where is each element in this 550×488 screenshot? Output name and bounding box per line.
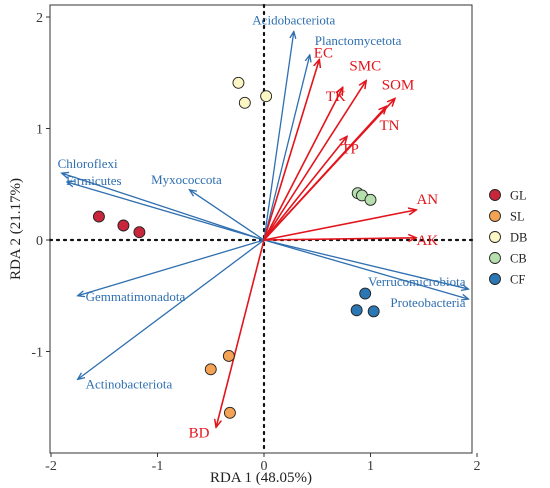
- env-arrow-tn: [263, 106, 386, 241]
- species-label-acidobacteriota: Acidobacteriota: [252, 12, 335, 27]
- env-arrow-ak: [263, 238, 416, 240]
- species-label-verrucomicrobiota: Verrucomicrobiota: [368, 274, 466, 289]
- sample-point-cf: [367, 305, 380, 318]
- y-tick-label: 2: [36, 11, 43, 26]
- sample-point-sl: [204, 363, 217, 376]
- legend: GL SL DB CB CF: [489, 189, 527, 287]
- x-tick-label: -1: [152, 459, 164, 474]
- sample-point-cf: [350, 304, 363, 317]
- legend-key-gl: [489, 189, 501, 201]
- sample-points: [92, 76, 380, 419]
- species-arrow-myxococcota: [189, 190, 265, 241]
- sample-point-sl: [223, 406, 236, 419]
- x-tick-label: 1: [367, 459, 374, 474]
- env-label-bd: BD: [189, 425, 210, 441]
- x-tick-label: 2: [474, 459, 481, 474]
- legend-label-gl: GL: [510, 189, 527, 203]
- legend-label-cb: CB: [510, 252, 527, 266]
- sample-point-db: [238, 96, 251, 109]
- sample-point-gl: [92, 210, 105, 223]
- legend-label-sl: SL: [510, 210, 525, 224]
- y-tick-label: 1: [36, 123, 43, 138]
- env-arrow-tk: [263, 87, 343, 241]
- env-label-som: SOM: [382, 77, 415, 93]
- species-label-firmicutes: Firmicutes: [66, 173, 122, 188]
- sample-point-cb: [364, 193, 377, 206]
- species-arrow-chloroflexi: [62, 173, 265, 241]
- env-label-ec: EC: [314, 45, 333, 61]
- env-arrow-smc: [263, 81, 366, 241]
- species-label-proteobacteria: Proteobacteria: [390, 295, 465, 310]
- species-label-gemmatimonadota: Gemmatimonadota: [86, 289, 186, 304]
- species-arrow-firmicutes: [67, 182, 265, 241]
- legend-key-cb: [489, 252, 501, 264]
- axis-ticks: -2 -1 0 1 2 -1 0 1 2: [31, 11, 480, 474]
- legend-label-db: DB: [510, 231, 527, 245]
- sample-point-gl: [133, 226, 146, 239]
- env-label-ak: AK: [416, 233, 438, 249]
- species-arrow-verrucomicrobiota: [263, 239, 468, 289]
- x-tick-label: 0: [261, 459, 268, 474]
- species-arrow-actinobacteriota: [78, 239, 265, 379]
- sample-point-cf: [359, 287, 372, 300]
- env-arrow-bd: [216, 239, 265, 427]
- x-axis-title: RDA 1 (48.05%): [210, 470, 312, 486]
- plot-panel: [49, 4, 473, 454]
- legend-key-db: [489, 231, 501, 243]
- env-label-smc: SMC: [349, 59, 381, 75]
- species-arrow-gemmatimonadota: [78, 239, 265, 296]
- env-arrow-an: [263, 210, 416, 241]
- y-axis-title: RDA 2 (21.17%): [8, 178, 24, 280]
- y-tick-label: -1: [31, 346, 43, 361]
- species-arrow-planctomycetota: [263, 55, 310, 241]
- env-arrow-tp: [263, 136, 347, 241]
- sample-point-sl: [222, 350, 235, 362]
- legend-key-cf: [489, 273, 501, 285]
- species-vectors: Acidobacteriota Planctomycetota Chloroflex…: [58, 12, 469, 391]
- env-arrow-ec: [263, 59, 319, 241]
- x-tick-label: -2: [45, 459, 57, 474]
- species-arrow-acidobacteriota: [263, 31, 294, 241]
- y-tick-label: 0: [36, 234, 43, 249]
- env-label-tp: TP: [341, 141, 359, 157]
- legend-key-sl: [489, 210, 501, 222]
- species-label-chloroflexi: Chloroflexi: [58, 156, 118, 171]
- env-label-tn: TN: [379, 118, 399, 134]
- legend-label-cf: CF: [510, 273, 525, 287]
- env-label-tk: TK: [326, 89, 346, 105]
- species-label-myxococcota: Myxococcota: [151, 172, 222, 187]
- species-arrow-proteobacteria: [263, 239, 468, 299]
- sample-point-gl: [117, 219, 130, 232]
- zero-lines: [48, 3, 474, 455]
- env-label-an: AN: [416, 192, 438, 208]
- species-label-actinobacteriota: Actinobacteriota: [86, 376, 173, 391]
- sample-point-db: [260, 90, 273, 103]
- sample-point-db: [232, 76, 245, 89]
- species-label-planctomycetota: Planctomycetota: [315, 33, 402, 48]
